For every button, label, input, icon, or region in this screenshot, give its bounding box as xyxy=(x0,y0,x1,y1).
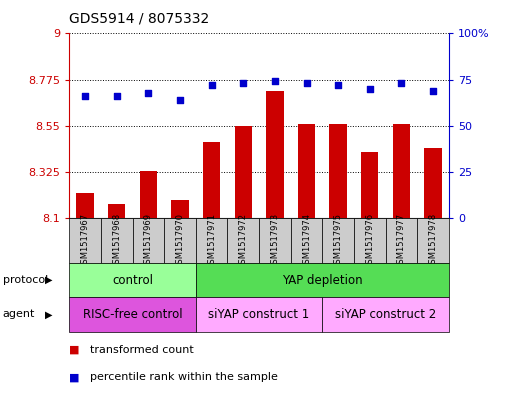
Text: GSM1517968: GSM1517968 xyxy=(112,213,121,269)
Text: ■: ■ xyxy=(69,372,80,382)
Bar xyxy=(171,200,189,218)
Bar xyxy=(424,148,442,218)
Text: RISC-free control: RISC-free control xyxy=(83,308,182,321)
Bar xyxy=(203,142,220,218)
Bar xyxy=(393,124,410,218)
Bar xyxy=(259,218,291,263)
Point xyxy=(239,80,247,86)
Bar xyxy=(101,218,132,263)
Bar xyxy=(108,204,125,218)
Text: GSM1517975: GSM1517975 xyxy=(333,213,343,269)
Point xyxy=(81,93,89,99)
Bar xyxy=(298,124,315,218)
Text: GSM1517973: GSM1517973 xyxy=(270,213,280,269)
Text: percentile rank within the sample: percentile rank within the sample xyxy=(90,372,278,382)
Text: transformed count: transformed count xyxy=(90,345,193,355)
Point xyxy=(176,97,184,103)
Bar xyxy=(322,297,449,332)
Text: protocol: protocol xyxy=(3,275,48,285)
Text: siYAP construct 1: siYAP construct 1 xyxy=(208,308,310,321)
Bar xyxy=(196,218,227,263)
Text: GDS5914 / 8075332: GDS5914 / 8075332 xyxy=(69,12,209,26)
Point xyxy=(334,82,342,88)
Text: GSM1517978: GSM1517978 xyxy=(428,213,438,269)
Text: agent: agent xyxy=(3,309,35,320)
Bar xyxy=(140,171,157,218)
Bar xyxy=(234,126,252,218)
Bar xyxy=(69,218,101,263)
Bar xyxy=(76,193,94,218)
Point xyxy=(144,89,152,95)
Text: GSM1517972: GSM1517972 xyxy=(239,213,248,269)
Text: YAP depletion: YAP depletion xyxy=(282,274,363,286)
Point xyxy=(271,78,279,84)
Text: GSM1517976: GSM1517976 xyxy=(365,213,374,269)
Bar xyxy=(227,218,259,263)
Text: ▶: ▶ xyxy=(45,309,53,320)
Bar xyxy=(322,218,354,263)
Point xyxy=(113,93,121,99)
Point xyxy=(429,88,437,94)
Bar xyxy=(69,263,196,297)
Text: GSM1517969: GSM1517969 xyxy=(144,213,153,269)
Text: ▶: ▶ xyxy=(45,275,53,285)
Text: GSM1517977: GSM1517977 xyxy=(397,213,406,269)
Bar xyxy=(196,297,322,332)
Text: GSM1517967: GSM1517967 xyxy=(81,213,90,269)
Bar xyxy=(69,297,196,332)
Bar xyxy=(361,152,379,218)
Point xyxy=(207,82,215,88)
Text: GSM1517971: GSM1517971 xyxy=(207,213,216,269)
Bar xyxy=(354,218,386,263)
Text: siYAP construct 2: siYAP construct 2 xyxy=(335,308,436,321)
Bar xyxy=(417,218,449,263)
Bar xyxy=(266,91,284,218)
Bar xyxy=(164,218,196,263)
Point xyxy=(397,80,405,86)
Bar xyxy=(132,218,164,263)
Point xyxy=(302,80,310,86)
Text: ■: ■ xyxy=(69,345,80,355)
Bar xyxy=(329,124,347,218)
Point xyxy=(366,86,374,92)
Bar xyxy=(291,218,322,263)
Text: GSM1517974: GSM1517974 xyxy=(302,213,311,269)
Text: control: control xyxy=(112,274,153,286)
Bar xyxy=(386,218,417,263)
Text: GSM1517970: GSM1517970 xyxy=(175,213,185,269)
Bar xyxy=(196,263,449,297)
